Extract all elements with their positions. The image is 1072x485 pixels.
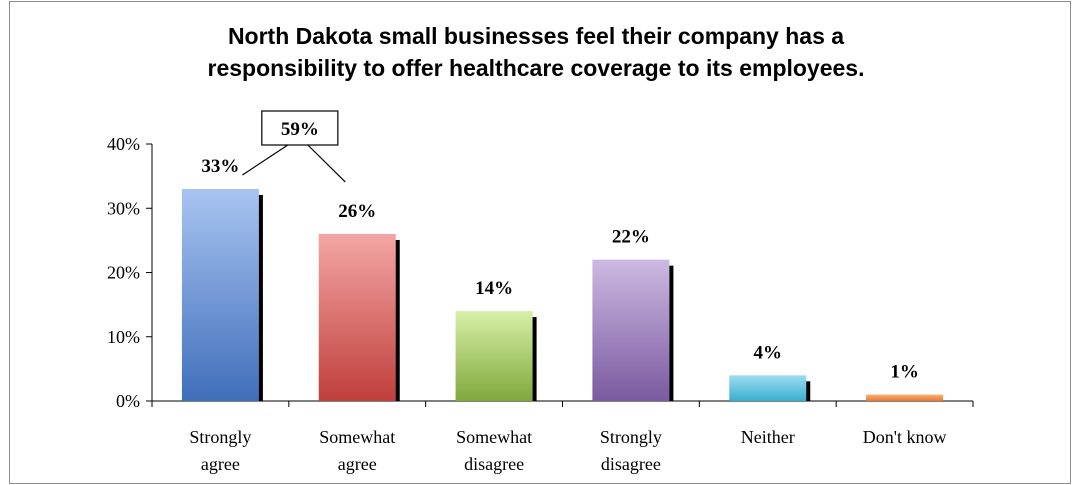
category-label: Somewhat bbox=[456, 427, 532, 447]
chart-title-line-1: North Dakota small businesses feel their… bbox=[227, 23, 845, 49]
y-tick-label: 30% bbox=[107, 198, 140, 218]
category-label: Strongly bbox=[600, 427, 662, 447]
bar bbox=[181, 188, 259, 401]
bar bbox=[592, 259, 670, 401]
y-tick-label: 0% bbox=[116, 391, 140, 411]
chart-title-line-2: responsibility to offer healthcare cover… bbox=[207, 55, 865, 81]
category-label: agree bbox=[338, 454, 377, 474]
callout-label: 59% bbox=[281, 119, 319, 140]
y-tick-label: 10% bbox=[107, 327, 140, 347]
category-label: disagree bbox=[601, 454, 661, 474]
y-tick-label: 40% bbox=[107, 134, 140, 154]
category-label: Strongly bbox=[189, 427, 251, 447]
callout-leader-right bbox=[307, 144, 346, 183]
callout-box bbox=[261, 110, 339, 146]
category-label: disagree bbox=[464, 454, 524, 474]
bar bbox=[866, 394, 944, 401]
bar bbox=[455, 311, 533, 401]
callout-leader-left bbox=[242, 144, 289, 176]
bar bbox=[318, 233, 396, 401]
data-label: 4% bbox=[754, 342, 783, 363]
bar bbox=[729, 375, 807, 401]
category-label: Don't know bbox=[863, 427, 947, 447]
data-label: 22% bbox=[612, 227, 650, 248]
data-label: 26% bbox=[338, 201, 376, 222]
data-label: 14% bbox=[475, 278, 513, 299]
data-label: 1% bbox=[890, 362, 919, 383]
data-label: 33% bbox=[201, 156, 239, 177]
category-label: agree bbox=[201, 454, 240, 474]
chart-title: North Dakota small businesses feel their… bbox=[0, 20, 1072, 84]
category-label: Neither bbox=[741, 427, 795, 447]
y-tick-label: 20% bbox=[107, 263, 140, 283]
category-label: Somewhat bbox=[319, 427, 395, 447]
